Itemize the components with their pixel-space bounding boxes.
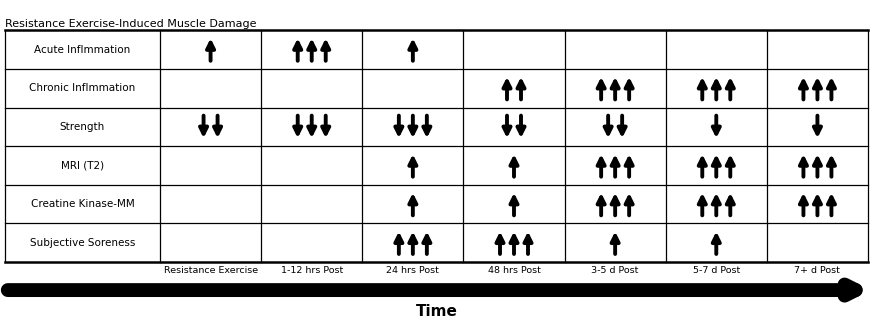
Text: 5-7 d Post: 5-7 d Post [692, 266, 740, 275]
Text: Time: Time [416, 304, 458, 319]
Text: 1-12 hrs Post: 1-12 hrs Post [281, 266, 343, 275]
Text: Resistance Exercise-Induced Muscle Damage: Resistance Exercise-Induced Muscle Damag… [5, 18, 256, 29]
Text: 3-5 d Post: 3-5 d Post [591, 266, 639, 275]
Text: Chronic Inflmmation: Chronic Inflmmation [30, 83, 136, 93]
Text: Acute Inflmmation: Acute Inflmmation [34, 45, 131, 54]
Text: Subjective Soreness: Subjective Soreness [30, 238, 135, 248]
Text: Strength: Strength [60, 122, 106, 132]
Text: Creatine Kinase-MM: Creatine Kinase-MM [31, 199, 134, 209]
Text: 24 hrs Post: 24 hrs Post [386, 266, 439, 275]
Text: Resistance Exercise: Resistance Exercise [164, 266, 257, 275]
Text: MRI (T2): MRI (T2) [61, 161, 104, 170]
Text: 48 hrs Post: 48 hrs Post [487, 266, 541, 275]
Text: 7+ d Post: 7+ d Post [794, 266, 841, 275]
